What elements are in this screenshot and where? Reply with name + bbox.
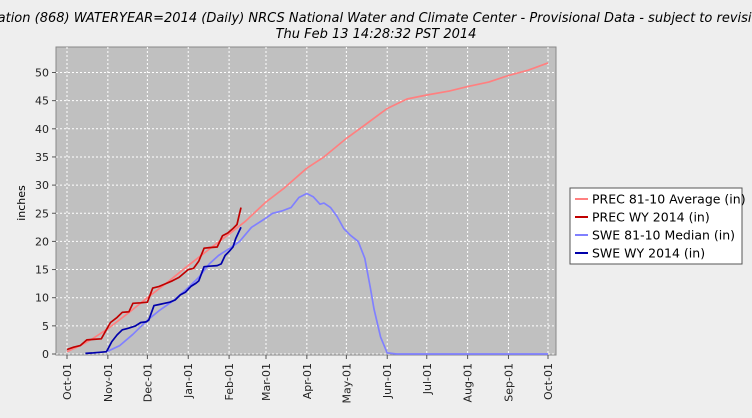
legend-label-0: PREC 81-10 Average (in) — [592, 192, 746, 207]
y-tick-label: 25 — [35, 207, 49, 220]
chart-title: Station (868) WATERYEAR=2014 (Daily) NRC… — [0, 11, 752, 26]
legend-box — [569, 187, 743, 265]
x-tick-label: Oct-01 — [61, 363, 74, 400]
x-tick-label: Mar-01 — [260, 363, 273, 401]
y-tick-label: 20 — [35, 235, 49, 248]
grid-lines — [56, 47, 556, 355]
legend-label-1: PREC WY 2014 (in) — [592, 210, 710, 225]
x-tick-label: Dec-01 — [141, 363, 154, 402]
x-tick-label: Jan-01 — [182, 363, 195, 399]
y-tick-label: 45 — [35, 95, 49, 108]
series-lines — [66, 62, 549, 355]
y-tick-label: 0 — [42, 348, 49, 361]
chart-subtitle: Thu Feb 13 14:28:32 PST 2014 — [276, 27, 477, 42]
y-axis-ticks: 0 5 10 15 20 25 30 35 40 45 50 — [35, 67, 56, 361]
x-tick-label: Jul-01 — [421, 363, 434, 395]
x-axis-ticks: Oct-01 Nov-01 Dec-01 Jan-01 Feb-01 Mar-01 Apr-… — [61, 355, 555, 404]
series-line-1 — [66, 207, 242, 351]
y-tick-label: 30 — [35, 179, 49, 192]
y-tick-label: 35 — [35, 151, 49, 164]
x-tick-label: Nov-01 — [102, 363, 115, 402]
y-tick-label: 10 — [35, 292, 49, 305]
y-tick-label: 50 — [35, 67, 49, 80]
y-axis-label: inches — [15, 185, 28, 221]
x-tick-label: Oct-01 — [542, 363, 555, 400]
x-tick-label: Jun-01 — [381, 363, 394, 399]
y-tick-label: 40 — [35, 123, 49, 136]
y-tick-label: 15 — [35, 264, 49, 277]
legend-label-3: SWE WY 2014 (in) — [592, 246, 705, 261]
x-tick-label: Aug-01 — [462, 363, 475, 402]
y-tick-label: 5 — [42, 320, 49, 333]
series-line-3 — [85, 226, 242, 355]
x-tick-label: May-01 — [340, 363, 353, 404]
x-tick-label: Apr-01 — [301, 363, 314, 399]
x-tick-label: Sep-01 — [502, 363, 515, 402]
series-line-2 — [107, 192, 548, 355]
legend-label-2: SWE 81-10 Median (in) — [592, 228, 735, 243]
legend: PREC 81-10 Average (in) PREC WY 2014 (in)… — [569, 187, 746, 265]
x-tick-label: Feb-01 — [223, 363, 236, 400]
